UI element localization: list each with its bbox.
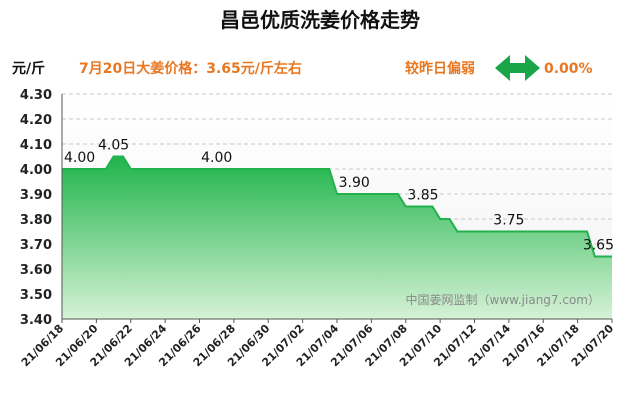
- unit-label: 元/斤: [12, 60, 45, 77]
- y-tick-label: 4.00: [20, 163, 52, 178]
- double-arrow-icon: [495, 55, 540, 81]
- compare-label: 较昨日偏弱: [405, 60, 475, 77]
- data-label: 3.85: [407, 188, 438, 204]
- y-tick-label: 3.70: [20, 238, 52, 253]
- watermark: 中国姜网监制（www.jiang7.com）: [406, 292, 600, 307]
- series-line: [62, 155, 612, 258]
- chart-title: 昌邑优质洗姜价格走势: [220, 8, 420, 32]
- x-axis: 21/06/1821/06/2021/06/2221/06/2421/06/26…: [19, 319, 616, 369]
- y-tick-label: 3.90: [20, 188, 52, 203]
- data-label: 4.05: [98, 138, 129, 154]
- price-note: 7月20日大姜价格：3.65元/斤左右: [79, 60, 302, 77]
- y-tick-label: 3.40: [20, 313, 52, 328]
- y-tick-label: 3.50: [20, 288, 52, 303]
- area-fill: [62, 156, 612, 319]
- data-label: 4.00: [64, 150, 95, 166]
- data-label: 3.75: [493, 213, 524, 229]
- y-tick-label: 4.30: [20, 88, 52, 103]
- y-tick-label: 3.60: [20, 263, 52, 278]
- y-tick-label: 4.10: [20, 138, 52, 153]
- data-label: 4.00: [201, 150, 232, 166]
- data-label: 3.90: [339, 175, 370, 191]
- y-tick-label: 3.80: [20, 213, 52, 228]
- data-labels: 4.004.054.003.903.853.753.65: [64, 138, 614, 254]
- series-area: [62, 155, 612, 319]
- data-label: 3.65: [583, 238, 614, 254]
- y-tick-label: 4.20: [20, 113, 52, 128]
- y-axis: 3.40 3.50 3.60 3.70 3.80 3.90 4.00 4.10 4.20 4.30: [20, 88, 52, 328]
- compare-value: 0.00%: [544, 61, 593, 77]
